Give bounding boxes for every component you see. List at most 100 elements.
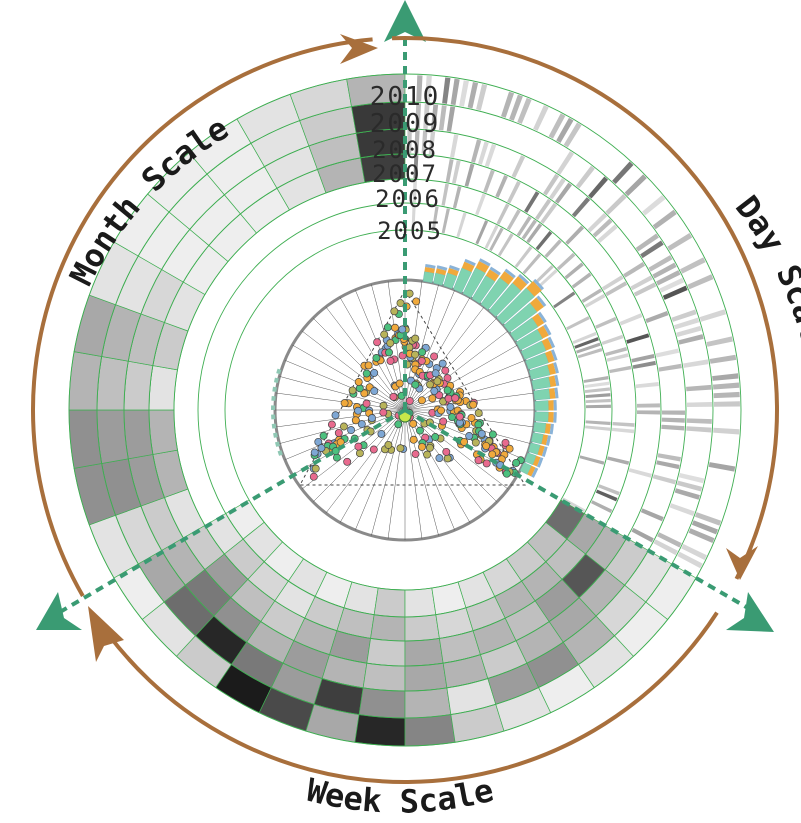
scatter-point — [411, 350, 420, 359]
hist-bar-cap — [544, 423, 551, 434]
hist-bar — [453, 267, 472, 294]
hist-bar-cap — [548, 400, 554, 411]
scatter-point — [411, 380, 420, 389]
hist-tick — [274, 441, 281, 447]
day-stripe — [652, 262, 677, 279]
hist-bar-cap — [435, 268, 447, 276]
scatter-point — [372, 354, 381, 362]
scatter-point — [409, 419, 418, 428]
scatter-point — [417, 396, 426, 405]
scatter-point — [474, 409, 483, 418]
day-stripe — [708, 462, 736, 472]
scatter-point — [360, 389, 369, 398]
day-stripe — [636, 410, 660, 415]
day-stripe — [456, 212, 467, 238]
day-stripe — [624, 174, 647, 197]
hist-bar-top — [536, 457, 544, 468]
day-stripe — [686, 418, 712, 424]
day-stripe — [606, 353, 629, 362]
scatter-point — [340, 399, 349, 408]
hist-bar — [530, 432, 544, 445]
day-stripe — [605, 346, 628, 357]
center-spoke — [404, 409, 423, 539]
hist-bar — [533, 388, 551, 401]
day-stripe — [677, 551, 703, 569]
scatter-point — [327, 420, 336, 429]
arrow-head-day — [726, 546, 758, 580]
day-stripe — [535, 231, 553, 251]
hist-bar-top — [531, 467, 539, 478]
day-stripe — [630, 275, 653, 291]
hist-bar — [531, 376, 551, 390]
week-cell — [404, 638, 444, 667]
day-stripe — [657, 453, 681, 462]
day-stripe — [563, 122, 582, 148]
hist-bar — [534, 400, 549, 411]
day-stripe — [628, 468, 652, 478]
scatter-point — [370, 387, 379, 396]
day-stripe — [655, 348, 680, 358]
day-stripe — [687, 274, 714, 290]
week-cell — [404, 714, 456, 747]
ring-circle — [224, 229, 586, 591]
arrow-head-month — [340, 34, 378, 64]
day-stripe — [431, 104, 439, 130]
scatter-point — [512, 458, 521, 467]
scatter-point — [377, 429, 386, 438]
ring-circle — [197, 202, 613, 618]
hist-tick — [271, 423, 277, 429]
day-stripe — [683, 359, 709, 368]
day-scale-arc — [391, 36, 779, 580]
day-stripe — [424, 75, 432, 102]
scatter-point — [502, 469, 511, 478]
day-stripe — [691, 520, 718, 535]
center-spoke — [301, 330, 406, 411]
hist-bar — [462, 267, 486, 299]
hist-bar-top — [553, 362, 559, 374]
day-stripe — [612, 421, 635, 427]
scatter-point — [451, 394, 460, 403]
hist-bar-cap — [527, 465, 536, 477]
scatter-point — [448, 413, 456, 422]
day-stripe — [483, 169, 495, 193]
scatter-point — [431, 433, 440, 441]
week-cell — [362, 662, 406, 692]
day-stripe — [522, 253, 542, 275]
day-stripe — [584, 293, 606, 308]
day-stripe — [699, 309, 727, 322]
day-stripe — [657, 532, 682, 548]
week-cell — [373, 587, 406, 618]
day-stripe — [709, 354, 737, 364]
week-scale-text: Week Scale — [303, 771, 497, 821]
hist-bar-top — [489, 266, 501, 276]
month-cell — [96, 356, 129, 411]
day-stripe — [659, 277, 685, 293]
day-stripe — [496, 203, 510, 225]
scatter-point — [370, 368, 379, 377]
day-stripe — [537, 269, 558, 289]
hist-bar-top — [541, 446, 548, 458]
scatter-point — [395, 379, 404, 388]
scatter-point — [469, 400, 478, 409]
center-spoke — [404, 409, 439, 536]
hist-bar-top — [545, 435, 552, 446]
scatter-point — [369, 445, 378, 454]
day-stripe — [521, 219, 537, 240]
day-stripe — [601, 275, 624, 291]
center-spoke — [284, 409, 406, 460]
scatter-point — [435, 454, 444, 463]
hist-tick — [273, 432, 278, 438]
week-scale-arc — [94, 611, 719, 784]
center-spoke — [371, 409, 406, 536]
scatter-point — [438, 359, 447, 368]
scatter-point — [373, 338, 382, 347]
scatter-point — [412, 297, 421, 306]
day-stripe — [681, 544, 707, 560]
day-stripe — [585, 404, 611, 409]
day-stripe — [441, 183, 449, 206]
day-stripe — [686, 401, 712, 408]
hist-bar — [509, 317, 539, 342]
scatter-point — [443, 454, 452, 463]
day-stripe — [680, 257, 706, 274]
scatter-point — [332, 453, 341, 462]
